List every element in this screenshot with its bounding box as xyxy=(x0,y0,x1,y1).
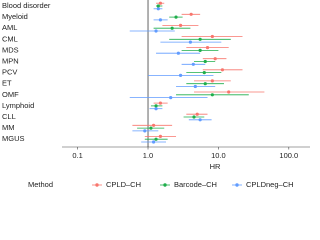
category-label: CML xyxy=(2,34,18,43)
point-estimate xyxy=(178,73,183,77)
point-estimate xyxy=(205,46,210,50)
point-estimate xyxy=(154,29,158,33)
category-label: ET xyxy=(2,79,12,88)
point-estimate xyxy=(195,112,199,116)
x-tick-label: 100.0 xyxy=(279,151,298,160)
legend-swatch-dot xyxy=(163,183,167,187)
category-label: PCV xyxy=(2,68,17,77)
legend-title: Method xyxy=(28,180,53,189)
point-estimate xyxy=(227,90,231,94)
point-estimate xyxy=(193,84,197,89)
point-estimate xyxy=(210,93,214,97)
point-estimate xyxy=(154,107,158,111)
point-estimate xyxy=(149,126,153,130)
point-estimate xyxy=(154,104,158,108)
legend-label: Barcode–CH xyxy=(174,180,217,189)
point-estimate xyxy=(192,115,196,119)
point-estimate xyxy=(203,59,207,64)
point-estimate xyxy=(189,12,193,16)
point-estimate xyxy=(156,7,160,11)
point-estimate xyxy=(151,123,156,127)
point-estimate xyxy=(202,71,206,75)
category-label: Myeloid xyxy=(2,12,28,21)
point-estimate xyxy=(158,101,163,105)
point-estimate xyxy=(169,96,173,100)
point-estimate xyxy=(176,51,180,55)
point-estimate xyxy=(220,68,225,72)
legend-label: CPLD–CH xyxy=(106,180,141,189)
point-estimate xyxy=(198,37,202,41)
x-tick-label: 0.1 xyxy=(72,151,82,160)
point-estimate xyxy=(170,26,174,30)
legend-swatch-dot xyxy=(95,183,99,187)
category-label: MPN xyxy=(2,56,19,65)
x-axis-title: HR xyxy=(210,162,221,171)
category-label: MM xyxy=(2,123,15,132)
point-estimate xyxy=(143,129,147,133)
point-estimate xyxy=(198,48,202,53)
category-label: AML xyxy=(2,23,17,32)
point-estimate xyxy=(198,118,202,122)
point-estimate xyxy=(158,134,163,138)
category-label: MDS xyxy=(2,45,19,54)
point-estimate xyxy=(210,34,214,39)
legend-swatch-dot xyxy=(235,183,239,187)
point-estimate xyxy=(158,18,163,22)
category-label: MGUS xyxy=(2,134,25,143)
category-label: Lymphoid xyxy=(2,101,34,110)
point-estimate xyxy=(213,57,217,61)
point-estimate xyxy=(158,1,163,5)
point-estimate xyxy=(151,140,156,144)
point-estimate xyxy=(188,40,192,44)
category-label: OMF xyxy=(2,90,19,99)
point-estimate xyxy=(154,137,158,141)
x-tick-label: 1.0 xyxy=(143,151,153,160)
chart: HR Method 0.1 1.0 10.0 100.0 Blood disorder M… xyxy=(2,0,310,189)
point-estimate xyxy=(203,82,207,86)
legend-label: CPLDneg–CH xyxy=(246,180,294,189)
point-estimate xyxy=(191,62,195,66)
point-estimate xyxy=(178,23,183,27)
category-label: Blood disorder xyxy=(2,1,51,10)
category-label: CLL xyxy=(2,112,16,121)
x-tick-label: 10.0 xyxy=(211,151,226,160)
point-estimate xyxy=(156,4,160,8)
point-estimate xyxy=(174,15,178,19)
point-estimate xyxy=(210,79,214,83)
